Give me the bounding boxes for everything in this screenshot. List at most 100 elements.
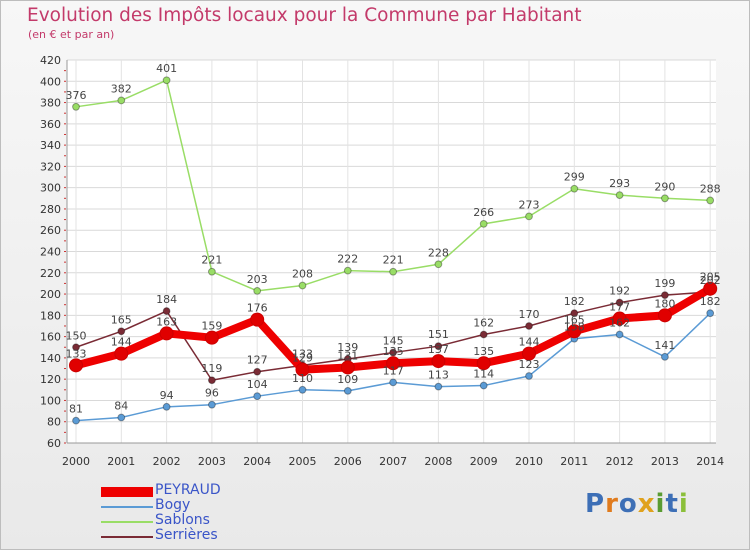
data-point-sablons	[343, 266, 352, 275]
data-label-bogy: 94	[160, 389, 174, 402]
data-point-serrières	[162, 307, 171, 315]
data-point-peyraud	[114, 346, 129, 361]
x-tick-label: 2008	[424, 455, 452, 468]
x-tick-label: 2014	[696, 455, 724, 468]
data-point-sablons	[570, 184, 579, 193]
data-label-bogy: 81	[69, 403, 83, 416]
y-tick-label: 200	[40, 288, 61, 301]
y-tick-label: 220	[40, 267, 61, 280]
y-tick-label: 300	[40, 182, 61, 195]
data-point-sablons	[479, 219, 488, 228]
data-point-peyraud	[431, 354, 446, 369]
data-point-bogy	[434, 382, 443, 391]
legend-swatch	[101, 506, 153, 508]
data-label-bogy: 96	[205, 387, 219, 400]
data-label-serrières: 182	[564, 295, 585, 308]
data-point-bogy	[253, 392, 262, 401]
data-label-peyraud: 165	[564, 313, 585, 326]
data-point-serrières	[615, 298, 624, 307]
y-tick-label: 340	[40, 139, 61, 152]
data-point-peyraud	[522, 346, 536, 361]
data-point-sablons	[706, 196, 715, 205]
data-point-sablons	[298, 281, 307, 290]
data-label-sablons: 221	[383, 254, 404, 267]
data-point-bogy	[72, 416, 80, 425]
chart-title: Evolution des Impôts locaux pour la Comm…	[27, 5, 582, 26]
data-point-sablons	[615, 191, 624, 200]
legend-label: PEYRAUD	[155, 482, 221, 498]
x-tick-label: 2005	[289, 455, 317, 468]
legend-swatch	[101, 536, 153, 538]
data-point-serrières	[434, 342, 443, 351]
x-tick-label: 2001	[107, 455, 135, 468]
data-label-peyraud: 163	[156, 315, 177, 328]
data-point-sablons	[253, 286, 262, 295]
data-point-serrières	[72, 343, 80, 352]
data-point-serrières	[253, 367, 262, 376]
data-point-peyraud	[657, 308, 672, 323]
data-label-bogy: 158	[564, 321, 585, 334]
data-point-bogy	[389, 378, 398, 387]
data-point-sablons	[117, 96, 126, 105]
legend-swatch	[101, 521, 153, 523]
data-label-sablons: 221	[201, 254, 222, 267]
data-point-bogy	[162, 402, 171, 411]
data-point-serrières	[661, 291, 669, 300]
data-label-sablons: 290	[654, 180, 675, 193]
data-label-serrières: 145	[383, 335, 404, 348]
legend-swatch	[101, 487, 153, 497]
data-point-peyraud	[250, 312, 265, 327]
data-label-bogy: 114	[473, 368, 494, 381]
data-point-serrières	[117, 327, 126, 336]
y-tick-label: 240	[40, 246, 61, 259]
data-label-bogy: 123	[519, 358, 540, 371]
legend-label: Serrières	[155, 527, 218, 543]
x-tick-label: 2002	[153, 455, 181, 468]
data-point-serrières	[525, 322, 533, 330]
y-tick-label: 80	[47, 416, 61, 429]
data-label-bogy: 104	[247, 378, 268, 391]
data-label-serrières: 184	[156, 293, 177, 306]
data-label-serrières: 199	[654, 277, 675, 290]
data-label-bogy: 182	[700, 295, 721, 308]
data-label-peyraud: 133	[66, 347, 87, 360]
data-label-bogy: 110	[292, 372, 313, 385]
data-point-peyraud	[567, 324, 582, 339]
data-label-peyraud: 180	[654, 297, 675, 310]
data-label-sablons: 273	[519, 198, 540, 211]
data-point-peyraud	[612, 311, 627, 326]
data-label-peyraud: 131	[337, 349, 358, 362]
data-label-sablons: 203	[247, 273, 268, 286]
y-tick-label: 380	[40, 97, 61, 110]
data-label-sablons: 376	[66, 89, 87, 102]
x-tick-label: 2004	[243, 455, 271, 468]
x-tick-label: 2013	[651, 455, 679, 468]
y-tick-label: 400	[40, 75, 61, 88]
data-label-serrières: 165	[111, 313, 132, 326]
data-point-serrières	[479, 330, 488, 339]
y-tick-label: 260	[40, 224, 61, 237]
data-point-peyraud	[703, 281, 718, 296]
data-point-bogy	[706, 309, 715, 318]
data-label-serrières: 162	[473, 316, 494, 329]
x-tick-label: 2012	[606, 455, 634, 468]
y-tick-label: 140	[40, 352, 61, 365]
data-point-sablons	[661, 194, 669, 203]
data-point-sablons	[162, 76, 171, 85]
data-label-serrières: 192	[609, 285, 630, 298]
data-label-serrières: 151	[428, 328, 449, 341]
data-point-peyraud	[159, 326, 174, 341]
x-tick-label: 2006	[334, 455, 362, 468]
data-point-sablons	[434, 260, 443, 269]
data-label-serrières: 170	[519, 308, 540, 321]
y-tick-label: 320	[40, 160, 61, 173]
data-label-peyraud: 144	[111, 336, 132, 349]
data-label-bogy: 109	[337, 373, 358, 386]
data-label-serrières: 202	[700, 274, 721, 287]
y-tick-label: 360	[40, 118, 61, 131]
data-point-bogy	[298, 385, 307, 394]
data-label-sablons: 401	[156, 62, 177, 75]
data-label-peyraud: 129	[292, 352, 313, 365]
